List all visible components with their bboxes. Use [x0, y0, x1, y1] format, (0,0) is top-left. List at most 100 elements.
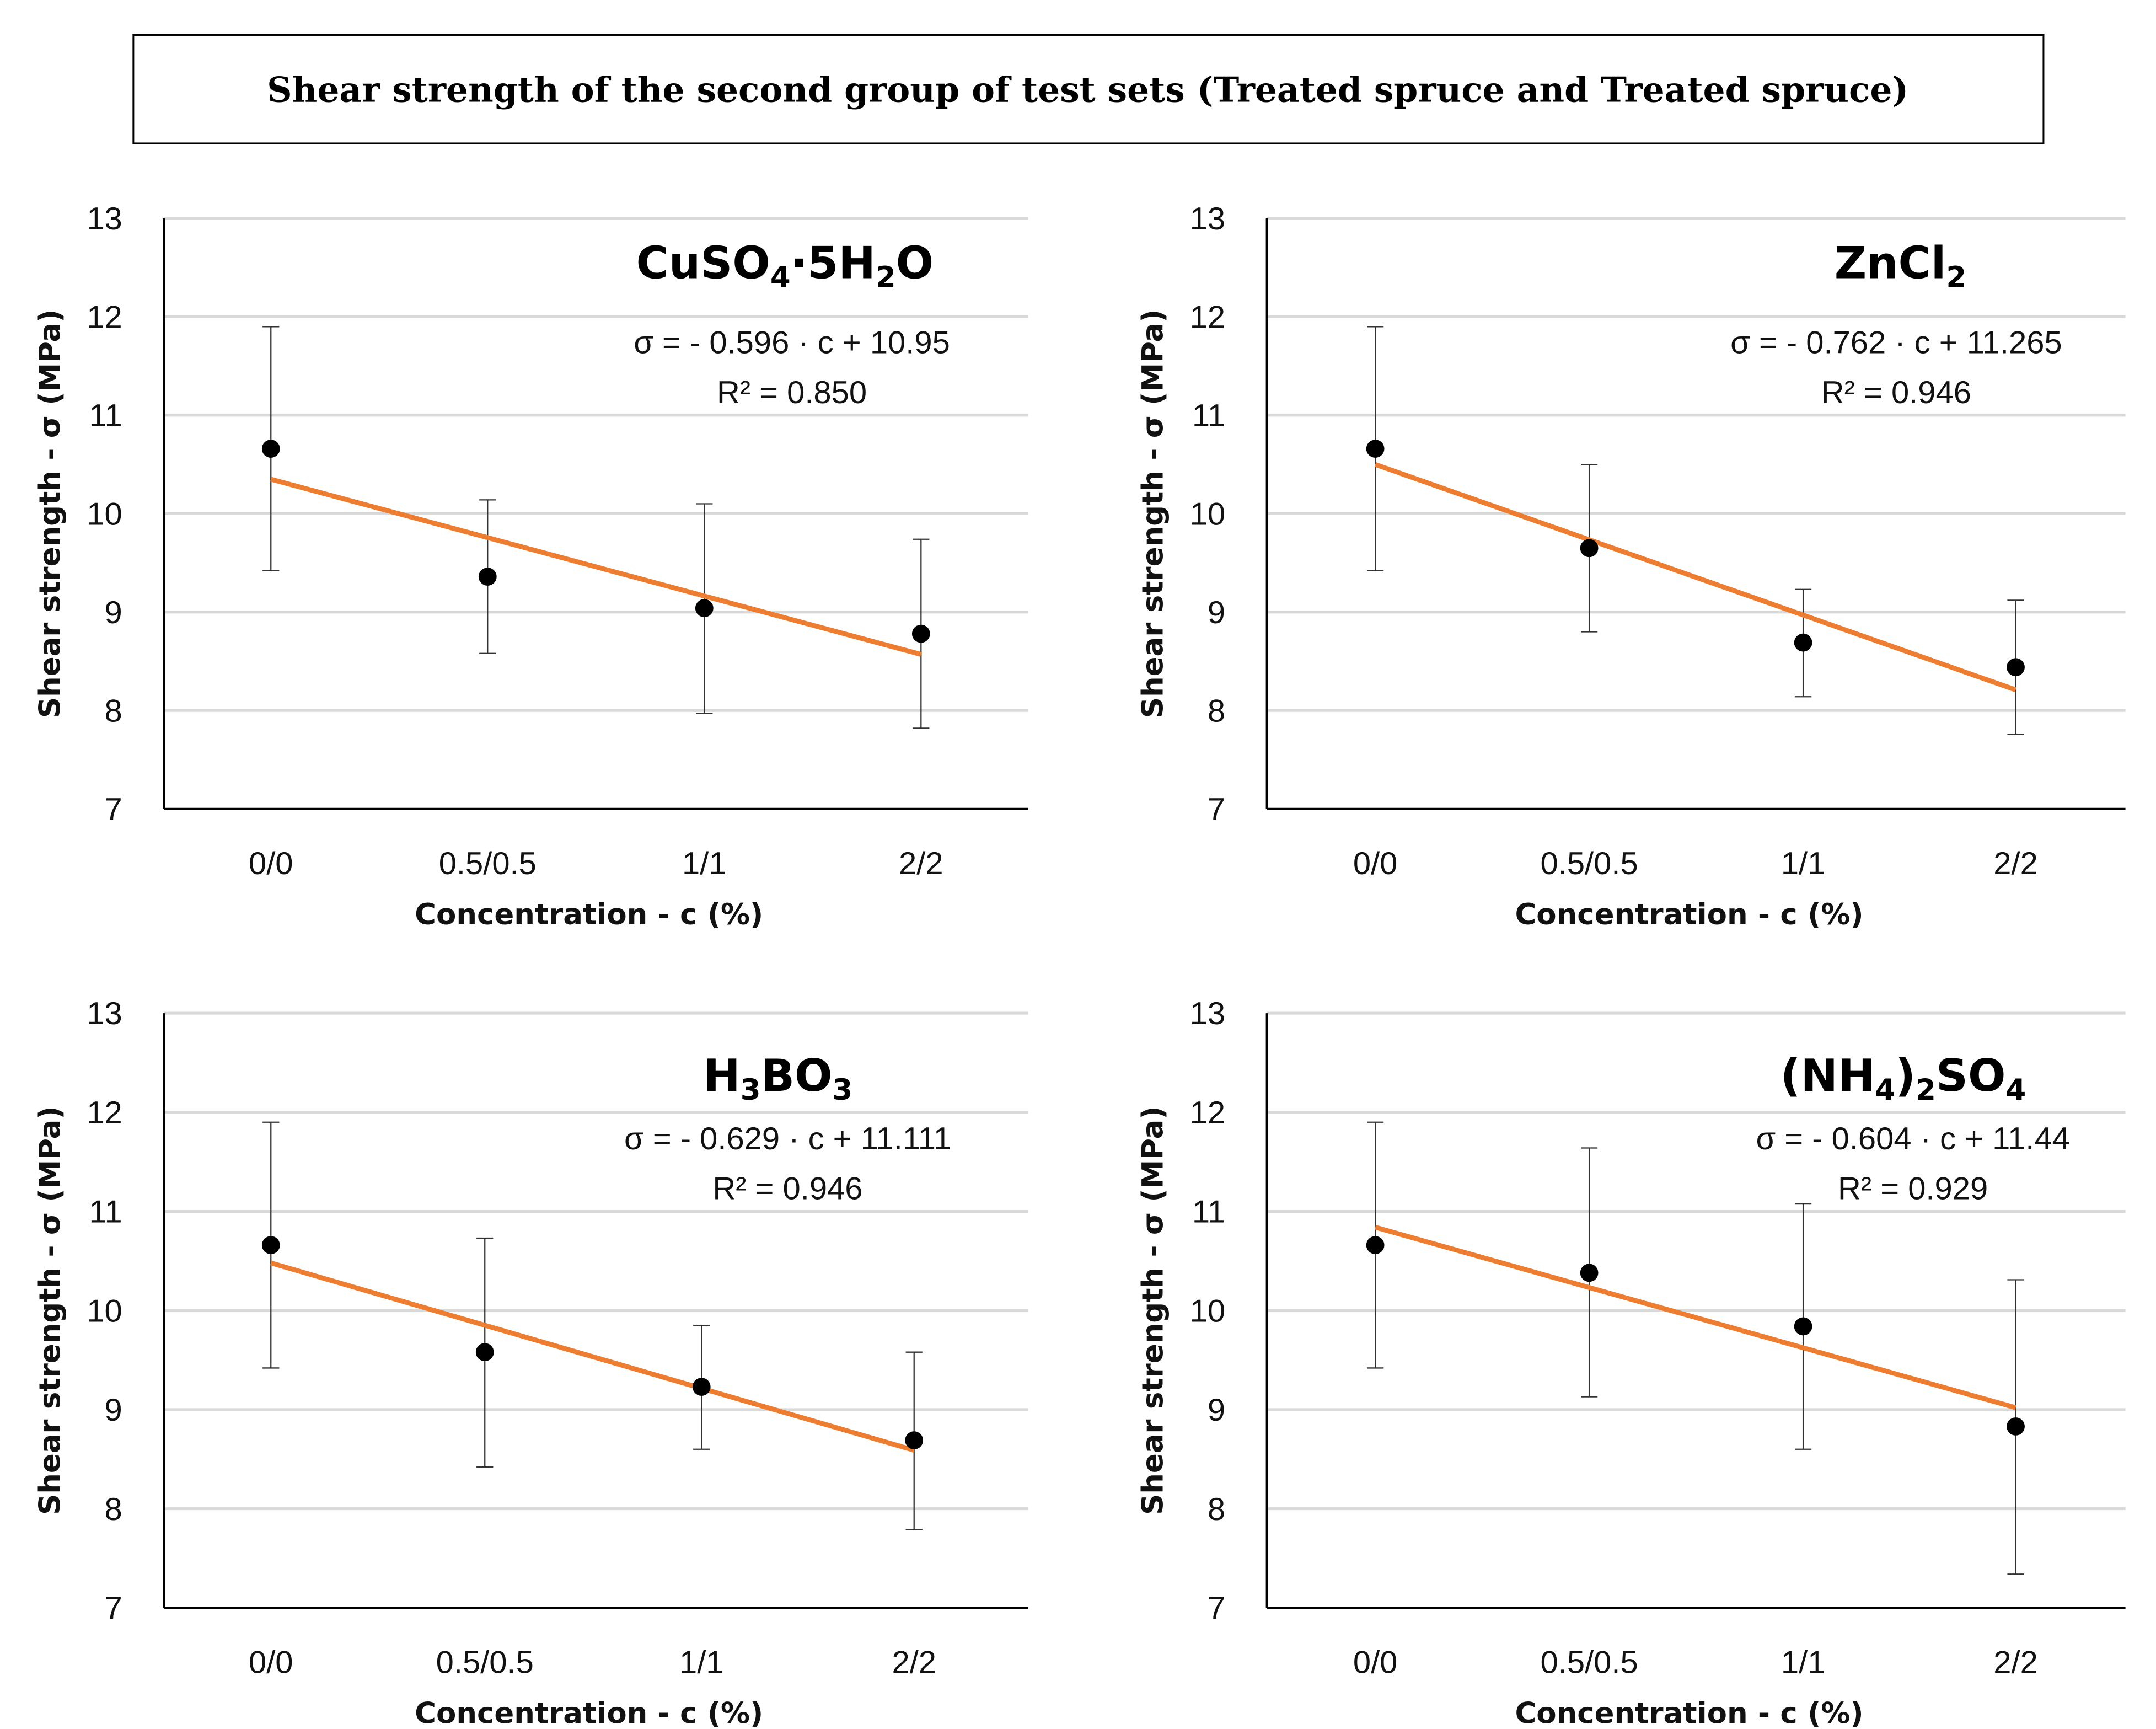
y-tick-label: 11 — [1192, 1195, 1225, 1230]
regression-equation: σ = - 0.629 · c + 11.111 — [624, 1121, 951, 1157]
y-tick-label: 8 — [1208, 693, 1225, 729]
data-point — [261, 440, 280, 458]
y-axis-label: Shear strength - σ (MPa) — [1136, 1106, 1170, 1515]
title-text: (NH — [1780, 1050, 1875, 1102]
data-point — [1366, 440, 1385, 458]
figure-title: Shear strength of the second group of te… — [267, 69, 1908, 110]
y-tick-label: 13 — [1190, 201, 1225, 237]
chart-title: ZnCl2 — [1835, 237, 1966, 294]
y-tick-label: 7 — [104, 1591, 122, 1626]
x-tick-label: 0.5/0.5 — [436, 1645, 534, 1680]
data-point — [2007, 1417, 2025, 1436]
data-point — [475, 1343, 494, 1362]
y-tick-label: 9 — [1208, 595, 1225, 630]
title-text: H — [703, 1050, 740, 1102]
data-point — [478, 568, 497, 586]
r-squared: R² = 0.946 — [712, 1171, 862, 1207]
y-axis-label: Shear strength - σ (MPa) — [33, 309, 67, 718]
data-point — [692, 1378, 711, 1396]
y-tick-label: 12 — [87, 1095, 122, 1131]
y-tick-label: 8 — [104, 693, 122, 729]
chart-title: CuSO4·5H2O — [636, 237, 934, 294]
subscript: 2 — [1916, 1073, 1936, 1107]
chart-panel: 7 8 9 10 11 12 13 0/0 0.5/0.5 1/1 2/2 Concentration… — [33, 201, 1028, 932]
y-tick-label: 10 — [1190, 497, 1225, 532]
trendline — [270, 1260, 915, 1453]
title-text: ZnCl — [1835, 237, 1946, 289]
title-text: ) — [1895, 1050, 1916, 1102]
title-text: SO — [1936, 1050, 2006, 1102]
subscript: 3 — [741, 1073, 761, 1107]
y-tick-label: 13 — [1190, 996, 1225, 1031]
y-tick-label: 13 — [87, 996, 122, 1031]
subscript: 3 — [833, 1073, 853, 1107]
r-squared: R² = 0.850 — [717, 375, 867, 410]
x-axis-label: Concentration - c (%) — [415, 898, 763, 932]
x-tick-label: 0.5/0.5 — [1541, 1645, 1638, 1680]
subscript: 4 — [2005, 1073, 2026, 1107]
chart-title: H3BO3 — [703, 1050, 852, 1107]
subscript: 2 — [1946, 260, 1966, 294]
y-tick-label: 13 — [87, 201, 122, 237]
y-tick-label: 11 — [1192, 398, 1225, 433]
data-point — [1580, 1264, 1599, 1282]
trendline — [270, 477, 922, 657]
y-tick-label: 12 — [1190, 1095, 1225, 1131]
title-text: O — [896, 237, 934, 289]
y-tick-label: 9 — [104, 595, 122, 630]
r-squared: R² = 0.929 — [1838, 1171, 1988, 1207]
regression-equation: σ = - 0.762 · c + 11.265 — [1730, 325, 2062, 360]
x-axis-label: Concentration - c (%) — [1515, 898, 1863, 932]
y-tick-label: 12 — [87, 300, 122, 335]
x-tick-label: 0/0 — [249, 1645, 293, 1680]
data-point — [261, 1236, 280, 1254]
y-tick-label: 10 — [87, 497, 122, 532]
data-point — [1794, 1317, 1812, 1336]
chart-panel: 7 8 9 10 11 12 13 0/0 0.5/0.5 1/1 2/2 Concentration… — [33, 996, 1028, 1729]
data-point — [1366, 1236, 1385, 1254]
x-tick-label: 0.5/0.5 — [439, 846, 537, 881]
y-tick-label: 8 — [104, 1492, 122, 1527]
title-text: ·5H — [791, 237, 876, 289]
title-text: CuSO — [636, 237, 770, 289]
title-box — [132, 34, 2045, 144]
x-tick-label: 2/2 — [1993, 1645, 2038, 1680]
x-axis-label: Concentration - c (%) — [1515, 1696, 1863, 1729]
data-point — [695, 599, 714, 618]
subscript: 2 — [876, 260, 896, 294]
chart-title: (NH4)2SO4 — [1780, 1050, 2026, 1107]
x-tick-label: 1/1 — [682, 846, 727, 881]
trendline — [1374, 462, 2017, 692]
subscript: 4 — [770, 260, 791, 294]
y-tick-label: 7 — [1208, 792, 1225, 827]
trendline — [1374, 1225, 2016, 1410]
y-axis-label: Shear strength - σ (MPa) — [33, 1106, 67, 1515]
chart-panel: 7 8 9 10 11 12 13 0/0 0.5/0.5 1/1 2/2 Concentration… — [1136, 996, 2126, 1729]
y-tick-label: 10 — [87, 1293, 122, 1329]
y-tick-label: 11 — [89, 398, 122, 433]
y-tick-label: 10 — [1190, 1293, 1225, 1329]
x-tick-label: 0/0 — [1353, 1645, 1398, 1680]
x-axis-label: Concentration - c (%) — [415, 1696, 763, 1729]
x-tick-label: 1/1 — [1781, 1645, 1826, 1680]
data-point — [1580, 539, 1599, 558]
y-tick-label: 8 — [1208, 1492, 1225, 1527]
regression-equation: σ = - 0.596 · c + 10.95 — [634, 325, 950, 360]
title-text: BO — [761, 1050, 833, 1102]
data-point — [1794, 633, 1812, 652]
y-tick-label: 7 — [1208, 1591, 1225, 1626]
regression-equation: σ = - 0.604 · c + 11.44 — [1756, 1121, 2069, 1157]
y-axis-label: Shear strength - σ (MPa) — [1136, 309, 1170, 718]
subscript: 4 — [1875, 1073, 1895, 1107]
data-point — [2007, 658, 2025, 677]
x-tick-label: 0.5/0.5 — [1541, 846, 1638, 881]
x-tick-label: 2/2 — [899, 846, 943, 881]
data-point — [905, 1431, 924, 1450]
x-tick-label: 0/0 — [1353, 846, 1398, 881]
x-tick-label: 1/1 — [1781, 846, 1826, 881]
x-tick-label: 0/0 — [249, 846, 293, 881]
x-tick-label: 1/1 — [679, 1645, 724, 1680]
y-tick-label: 9 — [1208, 1393, 1225, 1428]
x-tick-label: 2/2 — [1993, 846, 2038, 881]
